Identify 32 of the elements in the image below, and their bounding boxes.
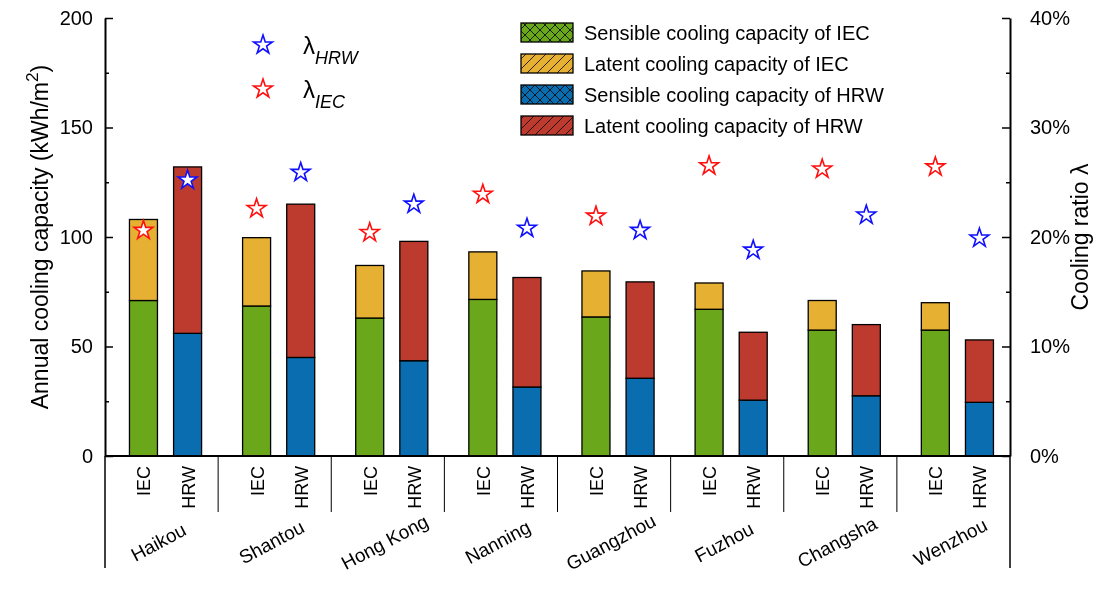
y2-tick-label: 10%	[1030, 335, 1071, 358]
x-tick-label: IEC	[134, 466, 155, 497]
x-tick-label: HRW	[291, 466, 312, 509]
x-tick-label: IEC	[813, 466, 834, 497]
y-tick-label: 200	[59, 6, 93, 29]
x-tick-label: HRW	[970, 466, 991, 509]
legend-label: λ$_{HRW}$	[303, 32, 360, 68]
text: Hong Kong	[337, 510, 432, 574]
legend-label: Sensible cooling capacity of HRW	[584, 84, 884, 106]
legend-label: Latent cooling capacity of IEC	[584, 53, 849, 75]
y-tick-label: 150	[59, 116, 93, 139]
legend-label: λ$_{IEC}$	[303, 76, 347, 112]
x-tick-label: HRW	[178, 466, 199, 509]
y-tick-label: 50	[70, 335, 93, 358]
x-tick-label: HRW	[517, 466, 538, 509]
y-tick-label: 100	[59, 225, 93, 248]
legend-label: Sensible cooling capacity of IEC	[584, 22, 870, 44]
x-tick-label: IEC	[926, 466, 947, 497]
x-tick-label: HRW	[631, 466, 652, 509]
x-tick-label: HRW	[404, 466, 425, 509]
y2-tick-label: 40%	[1030, 6, 1071, 29]
y2-tick-label: 0%	[1030, 444, 1060, 467]
y-tick-label: 0	[81, 444, 93, 467]
x-tick-label: IEC	[586, 466, 607, 497]
legend-label: Latent cooling capacity of HRW	[584, 115, 863, 137]
x-tick-label: HRW	[744, 466, 765, 509]
x-tick-label: IEC	[473, 466, 494, 497]
x-tick-label: IEC	[700, 466, 721, 497]
y2-tick-label: 30%	[1030, 116, 1071, 139]
x-tick-label: IEC	[360, 466, 381, 497]
x-tick-label: HRW	[857, 466, 878, 509]
x-tick-label: IEC	[247, 466, 268, 497]
